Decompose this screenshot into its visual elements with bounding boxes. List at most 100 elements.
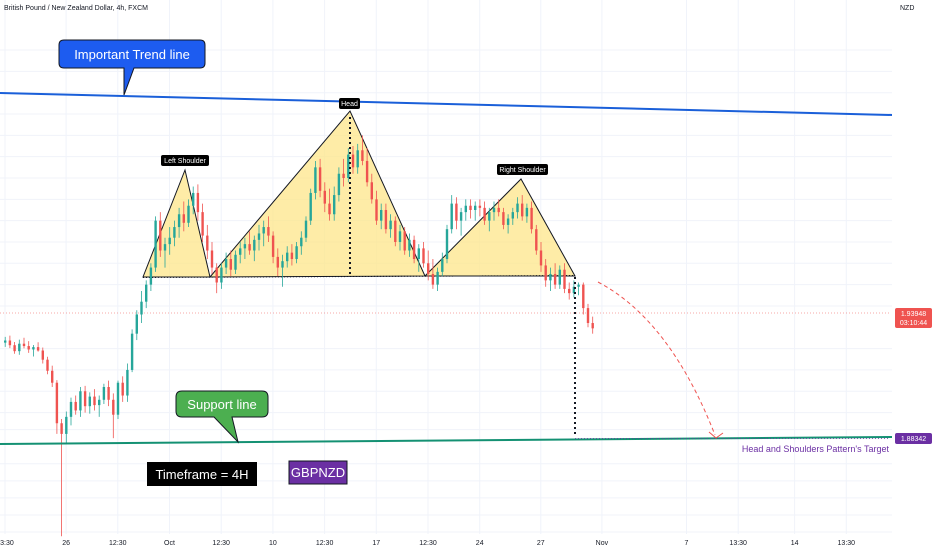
candle-body: [159, 220, 162, 251]
candle: [4, 336, 7, 347]
support-line-callout: Support line: [175, 390, 269, 444]
candle-body: [88, 396, 91, 407]
candle: [412, 235, 416, 264]
candle: [267, 216, 270, 242]
right-shoulder-box: [497, 164, 548, 175]
candle-body: [248, 244, 251, 251]
candle-body: [8, 340, 12, 346]
candle-body: [539, 250, 543, 266]
candle: [483, 201, 486, 225]
candle: [286, 246, 289, 268]
candle: [563, 263, 566, 294]
projected-path: [597, 281, 716, 436]
candle-body: [375, 199, 378, 221]
candle: [309, 188, 312, 225]
candle-body: [314, 167, 317, 193]
candle-body: [558, 269, 561, 285]
candle-body: [431, 273, 435, 285]
candle: [229, 250, 232, 277]
candle-body: [328, 203, 331, 215]
candle-body: [32, 347, 35, 350]
candle-body: [60, 423, 63, 434]
candle-body: [135, 314, 138, 334]
candle: [243, 237, 247, 260]
candle-body: [389, 220, 392, 230]
candle-body: [427, 263, 430, 274]
x-tick-label: 12:30: [212, 540, 230, 547]
candle: [502, 207, 505, 230]
candle: [271, 231, 275, 264]
x-tick-label: 24: [476, 540, 484, 547]
candle: [427, 250, 430, 281]
candle-body: [187, 205, 190, 223]
candle-body: [445, 229, 449, 260]
candle-body: [196, 192, 200, 213]
candle: [497, 199, 500, 217]
support-callout-text: Support line: [187, 397, 256, 412]
candle-body: [177, 214, 181, 228]
candle-body: [412, 239, 416, 260]
candle-body: [295, 246, 298, 260]
candle: [206, 224, 209, 260]
candle-body: [79, 391, 82, 411]
last-price-tag: 1.93948 03:10:44: [895, 308, 932, 328]
head-fill: [208, 110, 426, 278]
candle-body: [459, 212, 463, 221]
candle-body: [65, 416, 68, 434]
candle-body: [201, 212, 204, 236]
candle: [525, 203, 529, 223]
candle: [98, 395, 101, 417]
trend-line-callout: Important Trend line: [58, 39, 206, 96]
target-label: Head and Shoulders Pattern's Target: [742, 444, 890, 454]
target-price-tag: 1.88342: [895, 433, 932, 444]
candle-body: [210, 250, 214, 268]
candle: [234, 250, 237, 274]
candle-body: [455, 203, 458, 221]
head-text: Head: [341, 101, 358, 108]
candle-body: [206, 235, 209, 251]
candle: [65, 411, 68, 444]
symbol-box: [288, 460, 348, 485]
candle: [102, 383, 106, 405]
candle: [182, 201, 185, 232]
candle: [323, 182, 326, 213]
candle: [290, 244, 294, 266]
candle-body: [36, 347, 40, 351]
candle: [121, 376, 124, 402]
timeframe-label: Timeframe = 4H: [147, 462, 257, 486]
candle: [431, 259, 435, 289]
candle-body: [27, 346, 30, 350]
candle-body: [342, 173, 345, 179]
axis-currency: NZD: [900, 5, 914, 12]
projected-path-arrowhead: [708, 431, 724, 439]
candle-body: [450, 203, 453, 230]
candle: [187, 199, 190, 228]
candle-body: [215, 267, 218, 283]
candle-body: [403, 231, 406, 251]
candle: [130, 329, 134, 373]
candle: [69, 397, 73, 426]
candle-body: [192, 192, 195, 206]
candle-body: [93, 396, 96, 406]
candle-body: [384, 209, 388, 230]
candle: [445, 224, 449, 264]
candle: [145, 280, 148, 309]
candle: [135, 310, 138, 341]
candle-body: [549, 273, 552, 281]
candle-body: [408, 239, 411, 251]
candle: [333, 186, 336, 221]
candle: [591, 316, 594, 334]
support-line: [0, 436, 893, 445]
candle: [337, 167, 341, 202]
candle: [177, 207, 181, 238]
candle: [568, 282, 571, 300]
candle: [295, 241, 298, 264]
candle-body: [398, 231, 402, 242]
candle-body: [525, 207, 529, 217]
x-tick-label: 14: [791, 540, 799, 547]
candle-body: [281, 261, 284, 268]
candle-body: [4, 340, 7, 343]
candle-body: [41, 350, 44, 360]
candle-body: [253, 239, 256, 251]
candle-body: [521, 203, 524, 217]
